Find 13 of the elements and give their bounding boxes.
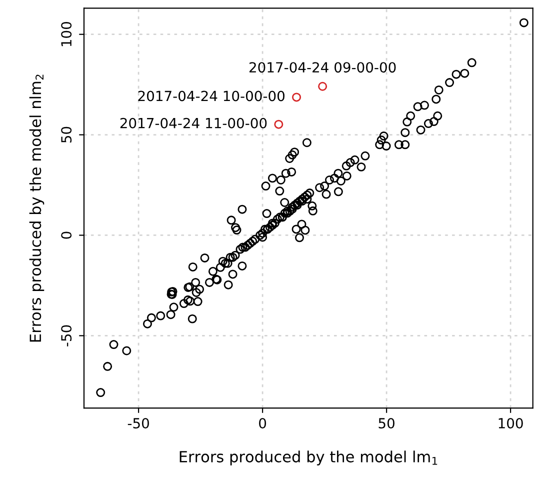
x-tick-label: 50 bbox=[378, 418, 394, 428]
annotation: 2017-04-24 10-00-00 bbox=[138, 90, 284, 102]
annotation: 2017-04-24 11-00-00 bbox=[120, 118, 267, 128]
annotation: 2017-04-24 09-00-00 bbox=[249, 62, 396, 73]
x-tick-label: -50 bbox=[128, 418, 149, 428]
x-tick-label: 100 bbox=[498, 418, 523, 428]
y-tick-label: 0 bbox=[61, 232, 72, 239]
y-axis-title: Errors produced by the model nlm$_{2}$ bbox=[29, 74, 44, 342]
y-tick-label: 50 bbox=[61, 126, 72, 143]
x-axis-title: Errors produced by the model lm$_{1}$ bbox=[180, 450, 438, 466]
y-tick-label: -50 bbox=[61, 325, 72, 346]
x-tick-label: 0 bbox=[259, 418, 266, 428]
y-tick-label: 100 bbox=[61, 22, 72, 46]
